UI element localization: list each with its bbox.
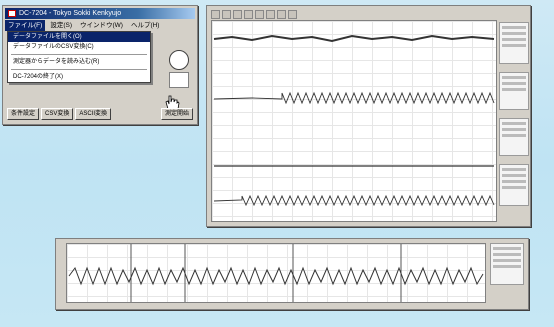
menu-separator bbox=[11, 54, 147, 55]
menu-bar: ファイル(F) 設定(S) ウインドウ(W) ヘルプ(H) bbox=[5, 20, 195, 31]
strip-plot-area[interactable] bbox=[66, 243, 486, 303]
channel-panel[interactable] bbox=[499, 118, 529, 156]
menu-item-read-device[interactable]: 測定器からデータを読み込む(R) bbox=[13, 59, 100, 65]
strip-channel-panel[interactable] bbox=[490, 243, 524, 285]
tool-button[interactable] bbox=[266, 10, 275, 19]
channel-panel[interactable] bbox=[499, 164, 529, 206]
strip-waveform bbox=[68, 244, 484, 302]
waveform-plot-area[interactable] bbox=[211, 20, 497, 222]
channel-panel[interactable] bbox=[499, 22, 529, 64]
menu-help[interactable]: ヘルプ(H) bbox=[130, 22, 160, 29]
app-window: DC-7204 - Tokyo Sokki Kenkyujo ファイル(F) 設… bbox=[2, 5, 198, 125]
tool-button[interactable] bbox=[244, 10, 253, 19]
start-measure-button[interactable]: 測定開始 bbox=[160, 108, 193, 120]
waveform-traces bbox=[213, 34, 495, 207]
menu-file[interactable]: ファイル(F) bbox=[5, 20, 46, 31]
menu-separator bbox=[11, 69, 147, 70]
waveform-toolbar bbox=[211, 10, 297, 19]
tool-button[interactable] bbox=[211, 10, 220, 19]
waveform-window bbox=[206, 5, 531, 227]
file-menu-dropdown: データファイルを開く(O) データファイルのCSV変換(C) 測定器からデータを… bbox=[7, 31, 151, 83]
tool-button[interactable] bbox=[277, 10, 286, 19]
ascii-button[interactable]: ASCII変換 bbox=[75, 108, 112, 120]
app-icon bbox=[8, 10, 16, 17]
strip-window bbox=[55, 238, 529, 310]
tool-button[interactable] bbox=[222, 10, 231, 19]
menu-item-exit[interactable]: DC-7204の終了(X) bbox=[13, 74, 64, 80]
bottom-toolbar: 条件設定 CSV変換 ASCII変換 bbox=[7, 108, 112, 120]
window-title: DC-7204 - Tokyo Sokki Kenkyujo bbox=[19, 10, 122, 17]
menu-item-open[interactable]: データファイルを開く(O) bbox=[8, 32, 150, 42]
menu-item-csv-convert[interactable]: データファイルのCSV変換(C) bbox=[13, 44, 94, 50]
csv-button[interactable]: CSV変換 bbox=[41, 108, 74, 120]
channel-panel[interactable] bbox=[499, 72, 529, 110]
tool-button[interactable] bbox=[255, 10, 264, 19]
menu-settings[interactable]: 設定(S) bbox=[50, 22, 72, 29]
hand-cursor-icon bbox=[165, 95, 180, 110]
title-bar: DC-7204 - Tokyo Sokki Kenkyujo bbox=[5, 8, 195, 19]
tool-button[interactable] bbox=[233, 10, 242, 19]
panel-box bbox=[169, 72, 189, 88]
tool-button[interactable] bbox=[288, 10, 297, 19]
record-icon[interactable] bbox=[169, 50, 189, 70]
condition-button[interactable]: 条件設定 bbox=[7, 108, 40, 120]
menu-window[interactable]: ウインドウ(W) bbox=[79, 22, 123, 29]
